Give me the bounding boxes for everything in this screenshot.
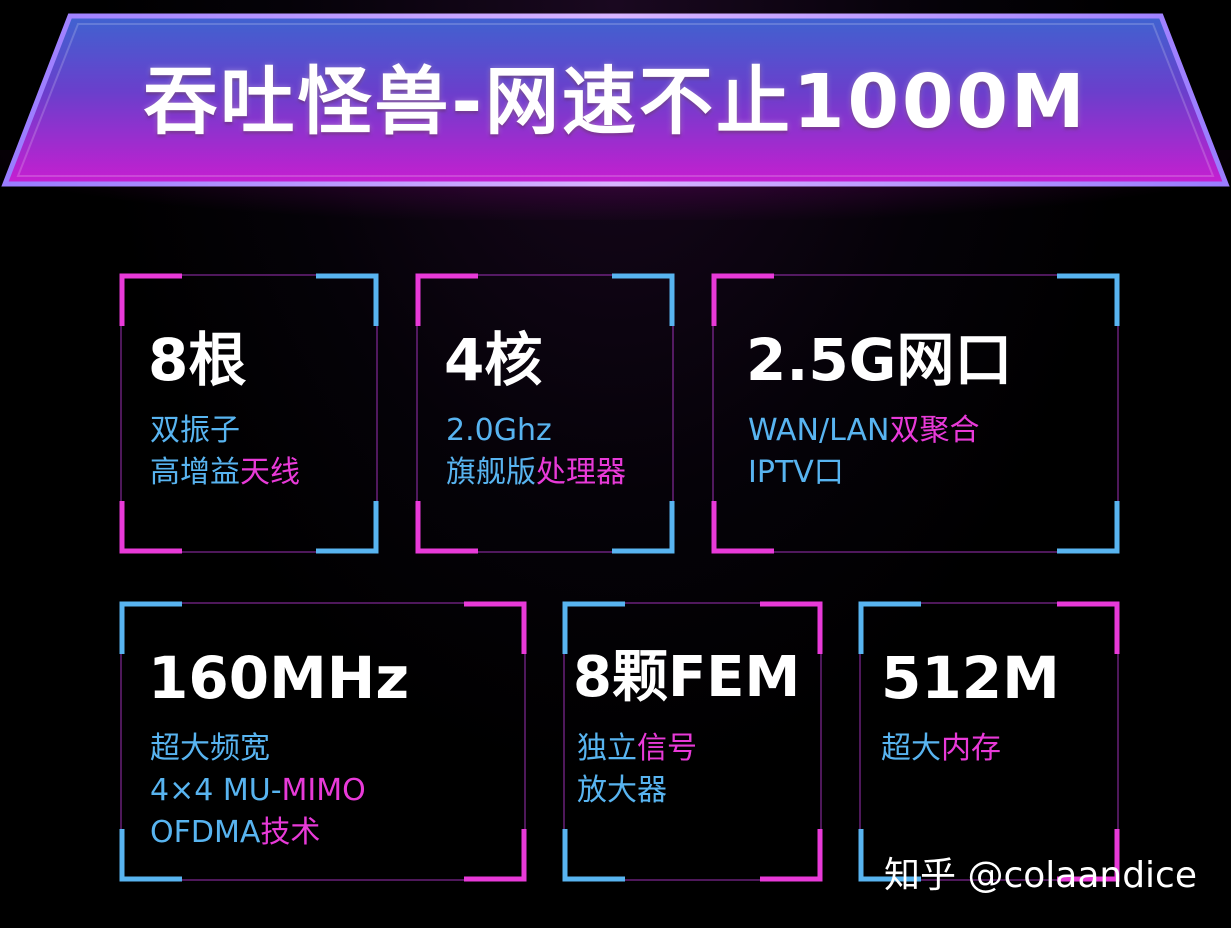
box-frame [858,601,1120,882]
feature-description: 超大频宽 4×4 MU-MIMO OFDMA技术 [150,728,366,854]
feature-box-cpu: 4核 2.0Ghz 旗舰版处理器 [415,273,675,554]
description-segment: WAN/LAN [748,413,890,448]
banner-shape [1,13,1230,187]
description-line: OFDMA技术 [150,812,366,854]
description-segment: 旗舰版 [446,455,536,490]
box-frame [415,273,675,554]
feature-headline: 4核 [444,326,543,394]
description-line: 独立信号 [577,728,697,770]
description-highlight: MIMO [281,773,366,808]
description-segment: 2.0Ghz [446,413,552,448]
feature-box-bandwidth: 160MHz 超大频宽 4×4 MU-MIMO OFDMA技术 [119,601,527,882]
watermark-text: 知乎 @colaandice [884,855,1197,896]
feature-description: 双振子 高增益天线 [150,410,300,494]
description-highlight: 双聚合 [889,413,980,448]
feature-headline: 512M [881,644,1060,712]
description-line: 旗舰版处理器 [446,452,626,494]
description-highlight: 天线 [240,455,300,490]
feature-box-fem: 8颗FEM 独立信号 放大器 [562,601,823,882]
feature-headline: 2.5G网口 [746,326,1013,394]
description-line: 4×4 MU-MIMO [150,770,366,812]
description-line: WAN/LAN双聚合 [748,410,979,452]
feature-description: WAN/LAN双聚合 IPTV口 [748,410,979,494]
feature-box-antennas: 8根 双振子 高增益天线 [119,273,379,554]
feature-headline: 8颗FEM [573,645,801,710]
description-segment: 高增益 [150,455,240,490]
description-segment: 双振子 [150,413,240,448]
feature-headline: 8根 [148,326,247,394]
description-line: 双振子 [150,410,300,452]
box-frame [711,273,1120,554]
description-highlight: 信号 [637,731,697,766]
description-highlight: 技术 [260,815,321,850]
box-frame [119,601,527,882]
feature-description: 超大内存 [881,728,1001,770]
box-frame [119,273,379,554]
description-line: 超大频宽 [150,728,366,770]
description-segment: 超大 [881,731,941,766]
description-line: 放大器 [577,770,697,812]
description-segment: 独立 [577,731,637,766]
description-highlight: 内存 [941,731,1001,766]
description-line: 高增益天线 [150,452,300,494]
description-segment: 放大器 [577,773,667,808]
description-segment: 超大频宽 [150,731,270,766]
feature-box-memory: 512M 超大内存 [858,601,1120,882]
title-banner: 吞吐怪兽-网速不止1000M [0,0,1231,200]
feature-box-ethernet: 2.5G网口 WAN/LAN双聚合 IPTV口 [711,273,1120,554]
description-line: 2.0Ghz [446,410,626,452]
banner-title: 吞吐怪兽-网速不止1000M [143,59,1088,145]
description-line: IPTV口 [748,452,979,494]
feature-description: 2.0Ghz 旗舰版处理器 [446,410,626,494]
box-frame [562,601,823,882]
description-segment: 4×4 MU- [150,773,282,808]
feature-headline: 160MHz [148,644,410,712]
description-highlight: 处理器 [536,455,626,490]
feature-description: 独立信号 放大器 [577,728,697,812]
description-segment: OFDMA [150,815,261,850]
description-segment: IPTV口 [748,455,844,490]
description-line: 超大内存 [881,728,1001,770]
